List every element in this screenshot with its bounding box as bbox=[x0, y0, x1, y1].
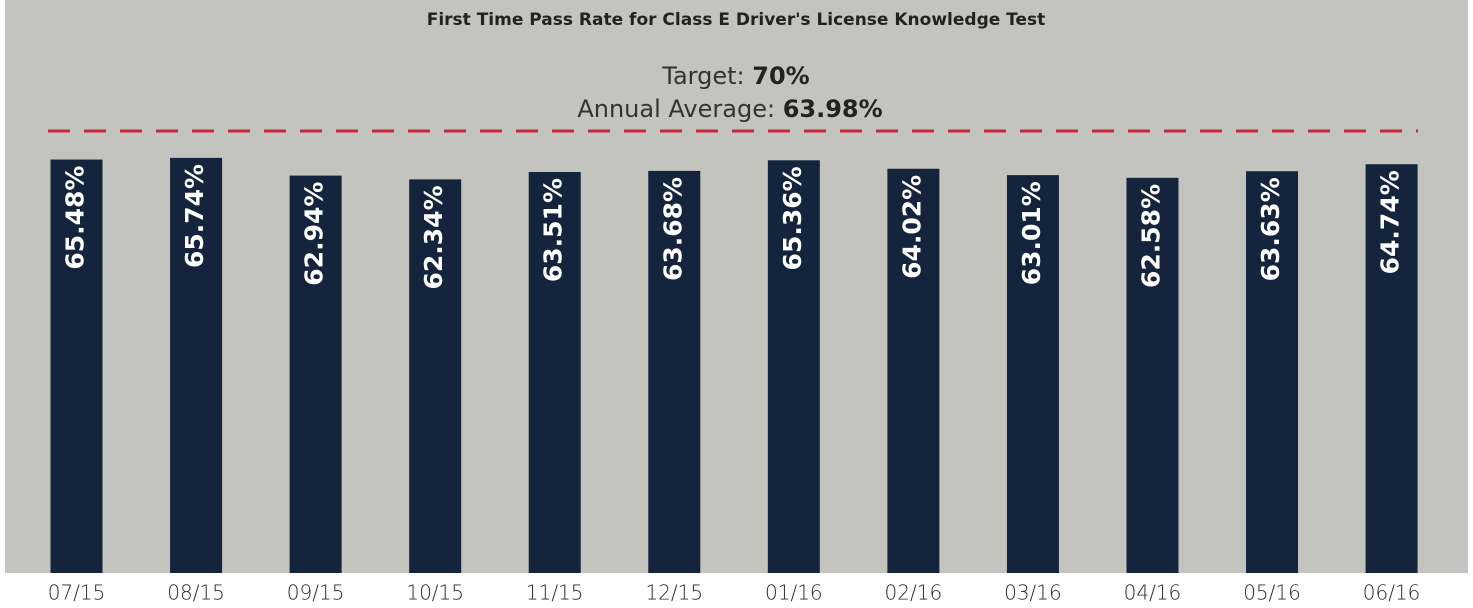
x-tick-label: 07/15 bbox=[48, 581, 106, 605]
target-annotation: Target: 70% bbox=[661, 62, 809, 90]
value-label: 62.34% bbox=[419, 185, 448, 289]
bar bbox=[1126, 177, 1179, 574]
target-label: Target: bbox=[661, 62, 744, 90]
bar bbox=[289, 175, 342, 573]
value-label: 63.01% bbox=[1017, 181, 1046, 285]
bar bbox=[648, 170, 701, 573]
x-tick-label: 08/15 bbox=[167, 581, 225, 605]
bar bbox=[1006, 175, 1059, 574]
average-annotation: Annual Average: 63.98% bbox=[577, 95, 882, 123]
plot-background bbox=[5, 0, 1468, 573]
bar bbox=[1365, 164, 1418, 574]
bar bbox=[170, 157, 223, 573]
x-tick-label: 12/15 bbox=[645, 581, 703, 605]
x-tick-label: 04/16 bbox=[1124, 581, 1182, 605]
x-tick-label: 01/16 bbox=[765, 581, 823, 605]
value-label: 63.51% bbox=[539, 178, 568, 282]
value-label: 65.36% bbox=[778, 166, 807, 270]
bar bbox=[50, 159, 103, 573]
x-tick-label: 05/16 bbox=[1243, 581, 1301, 605]
x-tick-label: 10/15 bbox=[406, 581, 464, 605]
x-tick-label: 02/16 bbox=[885, 581, 943, 605]
x-tick-label: 03/16 bbox=[1004, 581, 1062, 605]
x-tick-label: 11/15 bbox=[526, 581, 584, 605]
value-label: 62.94% bbox=[300, 182, 329, 286]
bar bbox=[767, 160, 820, 573]
bar bbox=[887, 168, 940, 573]
value-label: 62.58% bbox=[1136, 184, 1165, 288]
bar bbox=[528, 171, 581, 573]
bar bbox=[409, 179, 462, 573]
target-value: 70% bbox=[752, 62, 809, 90]
value-label: 64.02% bbox=[897, 175, 926, 279]
value-label: 63.63% bbox=[1256, 177, 1285, 281]
x-tick-label: 06/16 bbox=[1363, 581, 1421, 605]
chart-title: First Time Pass Rate for Class E Driver'… bbox=[427, 10, 1046, 30]
average-label: Annual Average: bbox=[577, 95, 775, 123]
bar bbox=[1246, 171, 1299, 574]
value-label: 63.68% bbox=[658, 177, 687, 281]
value-label: 65.74% bbox=[180, 164, 209, 268]
value-label: 64.74% bbox=[1376, 170, 1405, 274]
average-value: 63.98% bbox=[783, 95, 883, 123]
x-tick-label: 09/15 bbox=[287, 581, 345, 605]
value-label: 65.48% bbox=[61, 166, 90, 270]
